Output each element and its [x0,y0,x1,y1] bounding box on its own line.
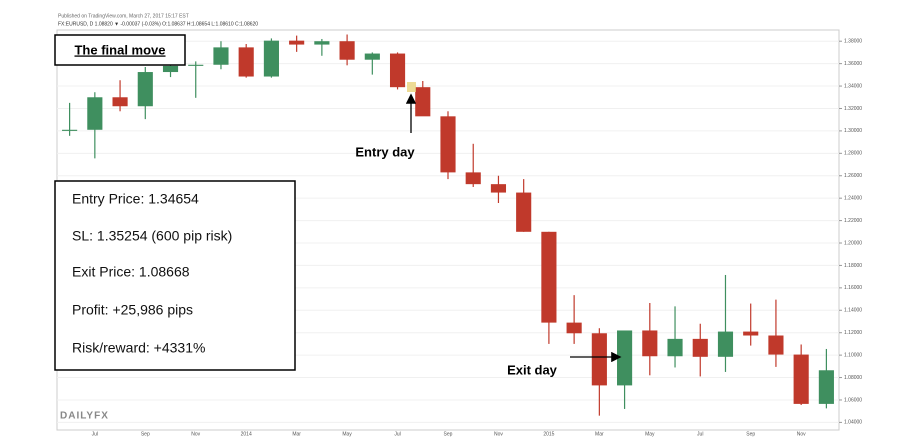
x-tick-label: Nov [797,431,806,437]
exit-day-label: Exit day [507,362,558,377]
y-tick-label: 1.26000 [844,173,862,179]
y-tick-label: 1.16000 [844,285,862,291]
y-tick-label: 1.14000 [844,308,862,314]
y-tick-label: 1.34000 [844,83,862,89]
y-tick-label: 1.04000 [844,420,862,426]
entry-highlight [407,82,416,92]
y-tick-label: 1.10000 [844,352,862,358]
candle-body [818,370,834,404]
candle-body [415,87,431,117]
trade-box [54,180,296,371]
y-tick-label: 1.30000 [844,128,862,134]
candle-body [162,65,179,73]
x-tick-label: Jul [394,431,400,437]
candle-body [743,331,759,336]
published-note: Published on TradingView.com, March 27, … [58,13,189,19]
candle-body [516,192,532,232]
entry-price: Entry Price: 1.34654 [72,191,199,207]
x-tick-label: Sep [444,431,453,437]
x-tick-label: Sep [141,431,150,437]
candle-body [465,172,481,185]
title: The final move [74,42,165,57]
candle-body [717,331,734,357]
candle-body [541,231,557,323]
candle-body [314,41,330,45]
candle-body [238,47,254,77]
x-tick-label: Nov [191,431,200,437]
x-tick-label: 2014 [241,431,252,437]
logo: DAILYFX [60,411,109,422]
candle-body [768,335,784,355]
candle-body [566,322,582,334]
x-tick-label: Jul [92,431,98,437]
exit-price: Exit Price: 1.08668 [72,264,190,280]
y-tick-label: 1.20000 [844,240,862,246]
y-tick-label: 1.12000 [844,330,862,336]
x-tick-label: Nov [494,431,503,437]
x-tick-label: Mar [595,431,604,437]
candle-body [667,338,683,357]
x-tick-label: 2015 [543,431,554,437]
candle-body [389,53,406,88]
y-tick-label: 1.32000 [844,106,862,112]
candle-body [692,338,708,357]
candle-body [440,116,456,173]
title-box [54,34,186,66]
x-tick-label: Jul [697,431,703,437]
y-tick-label: 1.28000 [844,151,862,157]
candle-body [339,41,355,60]
y-tick-label: 1.38000 [844,39,862,45]
y-tick-label: 1.06000 [844,397,862,403]
risk-reward: Risk/reward: +4331% [72,340,205,356]
candle-body [87,97,103,130]
x-tick-label: Sep [746,431,755,437]
candle-body [137,72,153,107]
x-tick-label: May [342,431,352,437]
x-tick-label: May [645,431,655,437]
candle-body [213,47,229,65]
candle-body [642,330,658,357]
candle-body [591,333,607,386]
candle-body [289,40,305,45]
candle-body [263,40,279,77]
candle-body [793,354,809,404]
candle-body [188,64,204,66]
y-tick-label: 1.18000 [844,263,862,269]
x-tick-label: Mar [292,431,301,437]
candle-body [364,53,380,60]
y-tick-label: 1.24000 [844,195,862,201]
y-tick-label: 1.22000 [844,218,862,224]
y-tick-label: 1.08000 [844,375,862,381]
symbol-info: FX:EURUSD, D 1.08820 ▼ -0.00037 (-0.03%)… [58,21,258,27]
stop-loss: SL: 1.35254 (600 pip risk) [72,228,232,244]
profit: Profit: +25,986 pips [72,302,193,318]
candle-body [62,129,78,131]
entry-day-label: Entry day [355,144,415,159]
candle-body [490,184,507,193]
y-tick-label: 1.36000 [844,61,862,67]
candle-body [617,330,633,386]
candle-body [112,97,128,107]
